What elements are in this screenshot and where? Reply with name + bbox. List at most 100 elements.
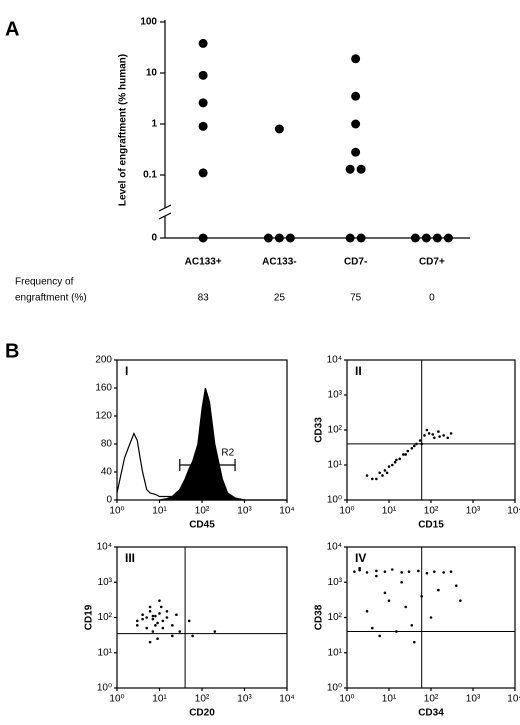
row-label: engraftment (%) xyxy=(15,293,87,304)
x-tick-label: 10¹ xyxy=(382,506,397,517)
y-tick-label: 10⁴ xyxy=(327,355,342,366)
event-dot xyxy=(433,436,436,440)
x-tick-label: AC133+ xyxy=(185,257,222,268)
x-tick-label: 10⁴ xyxy=(279,694,294,705)
y-axis-label: CD19 xyxy=(84,604,95,630)
event-dot xyxy=(161,619,165,623)
event-dot xyxy=(423,434,426,437)
event-dot xyxy=(425,428,429,432)
x-tick-label: 10¹ xyxy=(152,506,167,517)
axis-break xyxy=(158,204,172,212)
event-dot xyxy=(410,447,414,450)
y-tick-label: 0 xyxy=(151,233,157,244)
row-value: 75 xyxy=(350,293,362,304)
data-point xyxy=(274,124,284,134)
event-dot xyxy=(385,471,389,475)
event-dot xyxy=(375,574,378,578)
event-dot xyxy=(148,605,152,609)
event-dot xyxy=(156,621,159,625)
row-value: 0 xyxy=(429,293,435,304)
event-dot xyxy=(378,471,381,475)
x-tick-label: CD7- xyxy=(344,257,367,268)
event-dot xyxy=(442,434,445,437)
event-dot xyxy=(365,474,369,477)
event-dot xyxy=(381,474,384,477)
y-tick-label: 10¹ xyxy=(98,647,113,658)
event-dot xyxy=(407,570,411,573)
event-dot xyxy=(400,571,403,574)
event-dot xyxy=(151,614,155,618)
data-point xyxy=(351,54,361,64)
x-tick-label: 10⁴ xyxy=(279,506,294,517)
event-dot xyxy=(187,619,191,623)
event-dot xyxy=(370,626,374,630)
event-dot xyxy=(410,624,414,627)
y-axis-label: Level of engraftment (% human) xyxy=(118,54,129,206)
event-dot xyxy=(375,569,378,573)
data-point xyxy=(443,233,453,243)
event-dot xyxy=(159,605,163,609)
event-dot xyxy=(404,453,408,456)
x-tick-label: CD7+ xyxy=(419,257,445,268)
panel-label: I xyxy=(125,364,128,378)
x-tick-label: 10⁰ xyxy=(339,506,354,517)
x-tick-label: 10² xyxy=(195,694,210,705)
event-dot xyxy=(446,436,450,440)
event-dot xyxy=(154,614,157,618)
event-dot xyxy=(145,616,149,619)
y-tick-label: 10⁰ xyxy=(97,683,112,694)
data-point xyxy=(351,91,361,101)
x-tick-label: AC133- xyxy=(262,257,296,268)
y-tick-label: 100 xyxy=(140,17,157,28)
event-dot xyxy=(383,591,387,595)
event-dot xyxy=(151,617,155,621)
event-dot xyxy=(170,624,174,627)
event-dot xyxy=(418,439,422,442)
event-dot xyxy=(412,640,416,644)
y-tick-label: 120 xyxy=(95,411,112,422)
x-tick-label: 10² xyxy=(424,506,439,517)
event-dot xyxy=(175,613,178,617)
event-dot xyxy=(158,599,161,602)
y-axis-label: CD33 xyxy=(314,417,325,443)
y-tick-label: 10³ xyxy=(328,390,343,401)
x-tick-label: 10³ xyxy=(237,694,252,705)
x-tick-label: 10³ xyxy=(466,694,481,705)
x-tick-label: 10³ xyxy=(237,506,252,517)
event-dot xyxy=(402,453,405,456)
event-dot xyxy=(406,449,410,453)
x-tick-label: 10² xyxy=(424,694,439,705)
y-tick-label: 80 xyxy=(101,439,113,450)
data-point xyxy=(356,164,366,174)
x-tick-label: 10¹ xyxy=(382,694,397,705)
y-tick-label: 10⁴ xyxy=(327,542,342,553)
event-dot xyxy=(148,609,152,613)
data-point xyxy=(198,38,208,48)
x-axis-label: CD15 xyxy=(418,520,444,531)
event-dot xyxy=(170,634,174,638)
data-point xyxy=(410,233,420,243)
event-dot xyxy=(383,469,387,472)
data-point xyxy=(198,233,208,243)
data-point xyxy=(351,147,361,157)
row-label: Frequency of xyxy=(15,277,74,288)
panel-label: IV xyxy=(355,551,366,565)
y-tick-label: 0 xyxy=(106,495,112,506)
y-tick-label: 10⁰ xyxy=(327,683,342,694)
event-dot xyxy=(391,463,394,467)
x-axis-label: CD34 xyxy=(418,708,444,719)
y-tick-label: 10³ xyxy=(98,577,113,588)
panel-label: II xyxy=(355,364,362,378)
event-dot xyxy=(412,444,416,448)
event-dot xyxy=(161,626,165,630)
event-dot xyxy=(383,570,387,573)
event-dot xyxy=(358,566,361,570)
panel-label: III xyxy=(125,551,135,565)
row-value: 83 xyxy=(198,293,210,304)
y-tick-label: 1 xyxy=(151,119,157,130)
event-dot xyxy=(454,584,458,587)
event-dot xyxy=(442,571,445,574)
x-tick-label: 10⁰ xyxy=(109,506,124,517)
event-dot xyxy=(145,626,149,630)
y-tick-label: 200 xyxy=(95,355,112,366)
